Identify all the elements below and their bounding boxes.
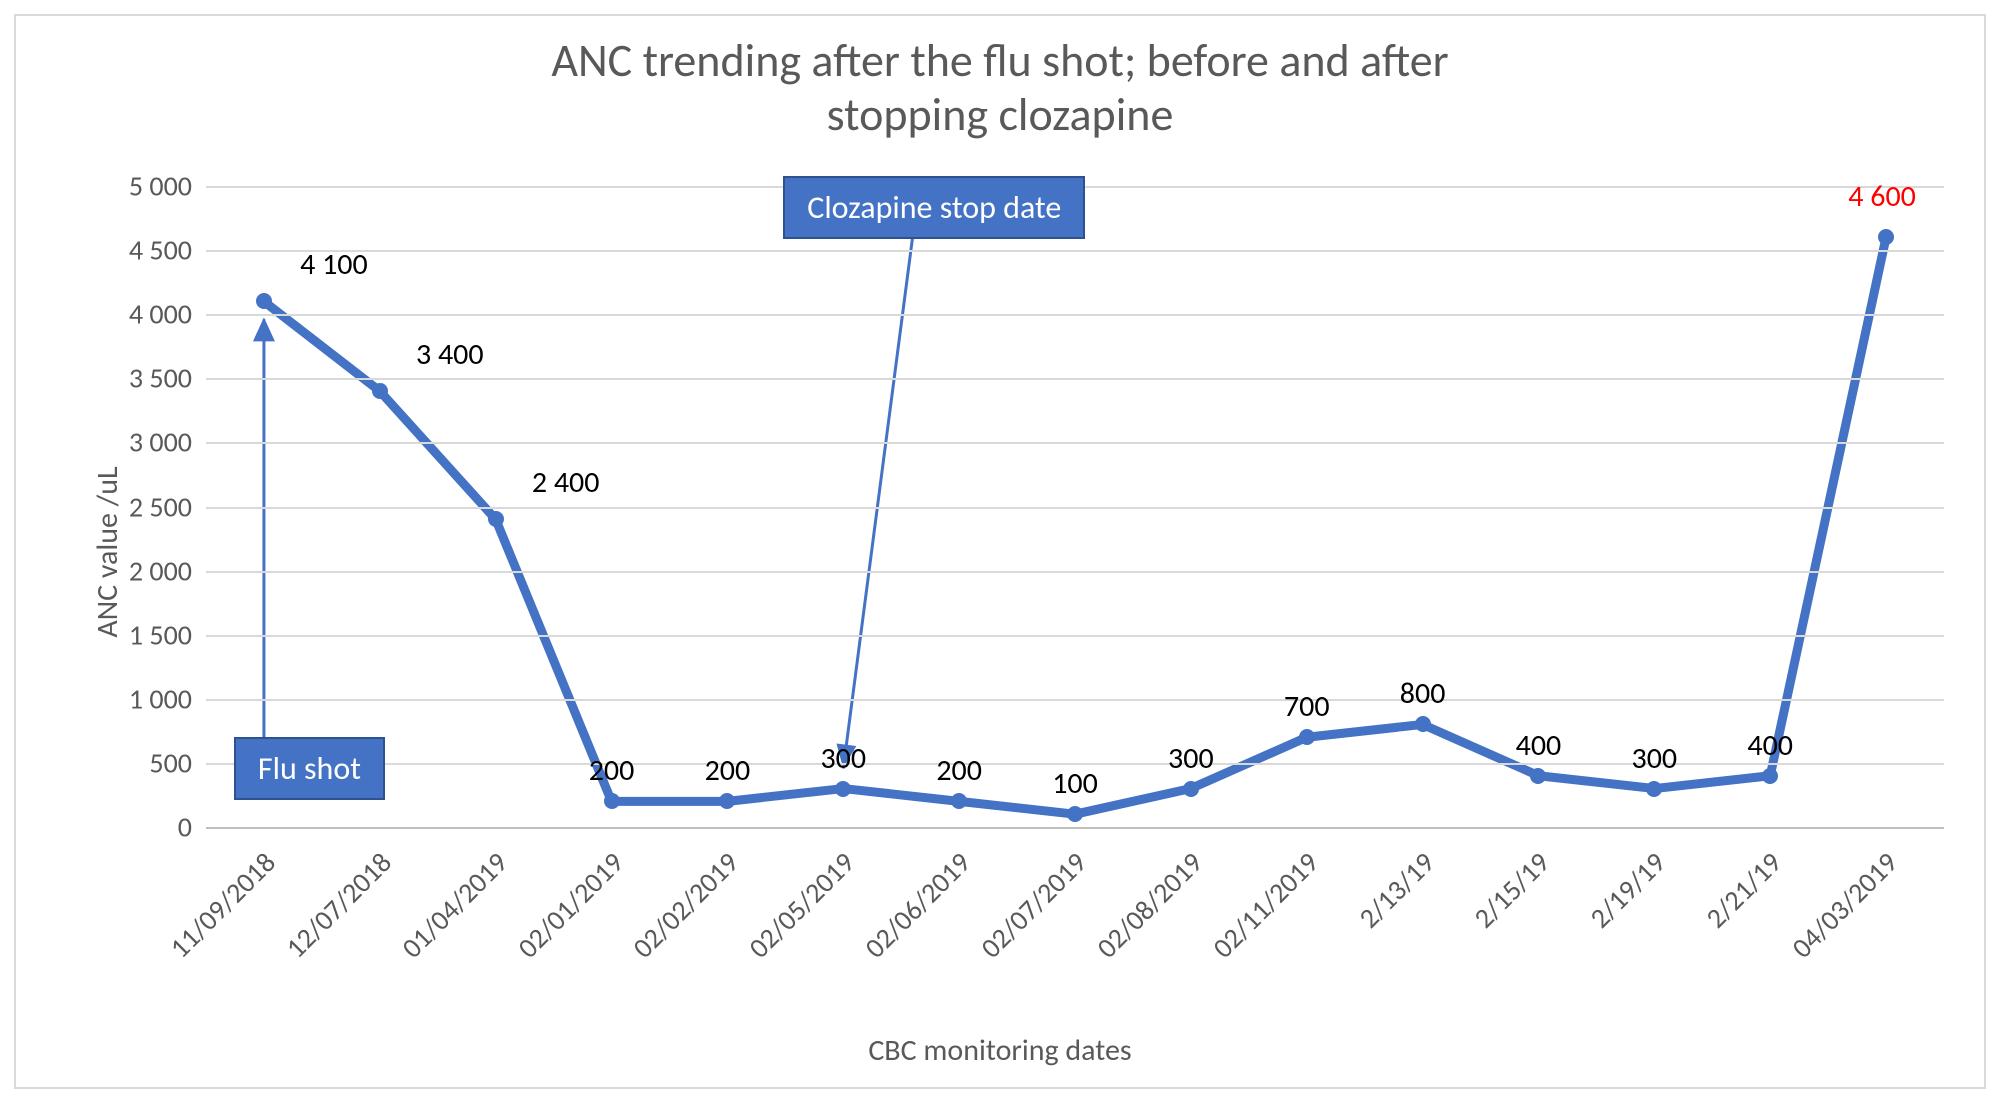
gridline — [206, 314, 1944, 316]
data-point — [835, 781, 851, 797]
x-axis-label: CBC monitoring dates — [16, 1032, 1984, 1069]
data-point — [372, 383, 388, 399]
gridline — [206, 442, 1944, 444]
data-label: 100 — [1052, 765, 1098, 802]
chart-border: ANC trending after the flu shot; before … — [14, 14, 1986, 1089]
data-point — [1530, 768, 1546, 784]
data-label: 300 — [820, 740, 866, 777]
data-label: 800 — [1400, 675, 1446, 712]
data-point — [1415, 716, 1431, 732]
data-label: 2 400 — [532, 464, 600, 501]
flu-shot-arrowhead — [253, 317, 275, 341]
y-tick-label: 3 500 — [129, 361, 206, 396]
y-tick-label: 2 000 — [129, 553, 206, 588]
chart-title-line1: ANC trending after the flu shot; before … — [551, 33, 1448, 89]
data-point — [1646, 781, 1662, 797]
clozapine-stop-arrow — [843, 232, 913, 769]
y-tick-label: 500 — [149, 745, 206, 780]
y-tick-label: 1 000 — [129, 681, 206, 716]
gridline — [206, 250, 1944, 252]
data-label: 200 — [589, 752, 635, 789]
y-tick-label: 0 — [178, 810, 206, 845]
chart-title: ANC trending after the flu shot; before … — [16, 34, 1984, 143]
data-label: 3 400 — [416, 336, 484, 373]
y-tick-label: 4 500 — [129, 233, 206, 268]
data-label: 400 — [1516, 727, 1562, 764]
gridline — [206, 699, 1944, 701]
plot-area: 05001 0001 5002 0002 5003 0003 5004 0004… — [206, 186, 1944, 827]
y-tick-label: 2 500 — [129, 489, 206, 524]
gridline — [206, 507, 1944, 509]
y-axis-label: ANC value /uL — [89, 466, 126, 637]
y-tick-label: 1 500 — [129, 617, 206, 652]
chart-title-line2: stopping clozapine — [827, 87, 1174, 143]
flu-shot-callout: Flu shot — [234, 737, 385, 800]
data-point — [719, 793, 735, 809]
data-label: 300 — [1168, 740, 1214, 777]
data-label: 300 — [1632, 740, 1678, 777]
data-label: 400 — [1747, 727, 1793, 764]
data-point — [1299, 729, 1315, 745]
data-point — [488, 511, 504, 527]
data-point — [1183, 781, 1199, 797]
data-point — [951, 793, 967, 809]
y-tick-label: 5 000 — [129, 169, 206, 204]
data-label: 4 600 — [1848, 178, 1916, 215]
clozapine-stop-callout: Clozapine stop date — [783, 176, 1085, 239]
gridline — [206, 571, 1944, 573]
data-line — [264, 237, 1886, 814]
data-point — [1762, 768, 1778, 784]
data-point — [256, 293, 272, 309]
gridline — [206, 378, 1944, 380]
y-tick-label: 4 000 — [129, 297, 206, 332]
data-label: 200 — [705, 752, 751, 789]
data-label: 4 100 — [300, 246, 368, 283]
data-point — [1067, 806, 1083, 822]
data-point — [604, 793, 620, 809]
gridline — [206, 635, 1944, 637]
y-tick-label: 3 000 — [129, 425, 206, 460]
data-label: 200 — [936, 752, 982, 789]
data-label: 700 — [1284, 688, 1330, 725]
chart-container: ANC trending after the flu shot; before … — [0, 0, 2000, 1103]
data-point — [1878, 229, 1894, 245]
